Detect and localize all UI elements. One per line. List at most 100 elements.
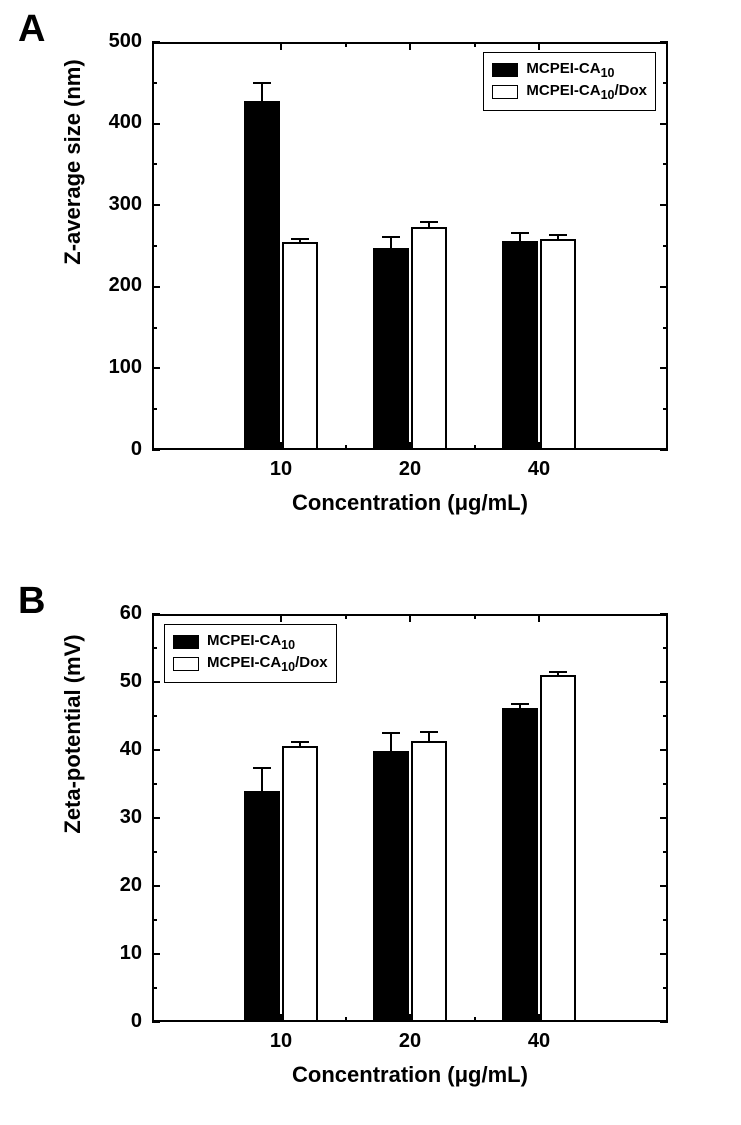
y-tick — [660, 367, 668, 369]
y-minor-tick — [663, 919, 668, 921]
x-tick — [280, 42, 282, 50]
y-tick-label: 30 — [82, 806, 142, 829]
y-minor-tick — [663, 851, 668, 853]
bar-A-MCPEI-CA10/Dox-10 — [282, 242, 318, 450]
bar-B-MCPEI-CA10-40 — [502, 708, 538, 1022]
bar-B-MCPEI-CA10-10 — [244, 791, 280, 1022]
y-minor-tick — [663, 327, 668, 329]
y-minor-tick — [663, 82, 668, 84]
legend-label: MCPEI-CA10/Dox — [526, 81, 647, 103]
y-tick-label: 300 — [82, 193, 142, 216]
y-tick — [660, 286, 668, 288]
y-minor-tick — [152, 919, 157, 921]
x-tick — [280, 614, 282, 622]
y-tick — [152, 681, 160, 683]
x-minor-tick — [345, 42, 347, 47]
y-minor-tick — [152, 647, 157, 649]
panel-label-B: B — [18, 580, 45, 623]
y-tick-label: 60 — [82, 602, 142, 625]
y-minor-tick — [152, 715, 157, 717]
y-tick — [152, 885, 160, 887]
y-tick — [660, 885, 668, 887]
y-axis-label-B: Zeta-potential (mV) — [60, 530, 86, 938]
error-cap — [253, 82, 271, 84]
error-bar — [261, 768, 263, 791]
y-tick — [660, 749, 668, 751]
error-cap — [291, 741, 309, 743]
bar-B-MCPEI-CA10/Dox-20 — [411, 741, 447, 1022]
x-minor-tick — [345, 614, 347, 619]
legend-swatch — [492, 85, 518, 99]
y-tick-label: 200 — [82, 274, 142, 297]
error-bar — [428, 732, 430, 741]
y-tick-label: 10 — [82, 942, 142, 965]
error-cap — [382, 732, 400, 734]
y-tick-label: 400 — [82, 111, 142, 134]
y-tick — [660, 41, 668, 43]
y-minor-tick — [663, 715, 668, 717]
y-tick — [660, 953, 668, 955]
x-tick-label: 20 — [380, 458, 440, 481]
y-tick-label: 100 — [82, 356, 142, 379]
x-minor-tick — [474, 614, 476, 619]
y-minor-tick — [152, 851, 157, 853]
y-tick — [152, 953, 160, 955]
y-tick-label: 500 — [82, 30, 142, 53]
y-minor-tick — [152, 245, 157, 247]
error-bar — [261, 83, 263, 101]
bar-B-MCPEI-CA10/Dox-40 — [540, 675, 576, 1022]
y-tick — [660, 449, 668, 451]
y-tick — [152, 1021, 160, 1023]
legend-label: MCPEI-CA10/Dox — [207, 653, 328, 675]
error-cap — [420, 731, 438, 733]
y-tick-label: 20 — [82, 874, 142, 897]
error-bar — [519, 233, 521, 241]
y-tick-label: 50 — [82, 670, 142, 693]
legend-B: MCPEI-CA10MCPEI-CA10/Dox — [164, 624, 337, 683]
y-tick — [660, 123, 668, 125]
legend-row: MCPEI-CA10 — [492, 59, 647, 81]
x-minor-tick — [474, 445, 476, 450]
x-minor-tick — [345, 445, 347, 450]
y-tick — [152, 749, 160, 751]
legend-row: MCPEI-CA10/Dox — [492, 81, 647, 103]
error-cap — [511, 703, 529, 705]
x-tick-label: 20 — [380, 1030, 440, 1053]
y-tick — [660, 613, 668, 615]
y-minor-tick — [152, 408, 157, 410]
y-tick — [660, 817, 668, 819]
y-minor-tick — [152, 82, 157, 84]
y-tick — [152, 817, 160, 819]
y-minor-tick — [663, 647, 668, 649]
y-tick — [152, 449, 160, 451]
bar-A-MCPEI-CA10-40 — [502, 241, 538, 450]
bar-B-MCPEI-CA10-20 — [373, 751, 409, 1022]
bar-B-MCPEI-CA10/Dox-10 — [282, 746, 318, 1022]
y-tick-label: 0 — [82, 438, 142, 461]
bar-A-MCPEI-CA10-20 — [373, 248, 409, 450]
y-tick — [152, 613, 160, 615]
x-tick — [409, 42, 411, 50]
y-tick-label: 40 — [82, 738, 142, 761]
y-tick — [152, 286, 160, 288]
y-tick — [152, 367, 160, 369]
x-tick-label: 40 — [509, 458, 569, 481]
y-tick — [660, 204, 668, 206]
x-minor-tick — [345, 1017, 347, 1022]
x-tick — [538, 42, 540, 50]
y-tick-label: 0 — [82, 1010, 142, 1033]
legend-swatch — [173, 657, 199, 671]
error-cap — [511, 232, 529, 234]
error-cap — [291, 238, 309, 240]
x-minor-tick — [474, 42, 476, 47]
y-tick — [152, 41, 160, 43]
y-minor-tick — [663, 245, 668, 247]
y-minor-tick — [663, 987, 668, 989]
x-tick-label: 10 — [251, 458, 311, 481]
error-bar — [390, 733, 392, 751]
error-bar — [390, 237, 392, 248]
y-tick — [152, 123, 160, 125]
panel-label-A: A — [18, 8, 45, 51]
legend-swatch — [492, 63, 518, 77]
bar-A-MCPEI-CA10-10 — [244, 101, 280, 450]
